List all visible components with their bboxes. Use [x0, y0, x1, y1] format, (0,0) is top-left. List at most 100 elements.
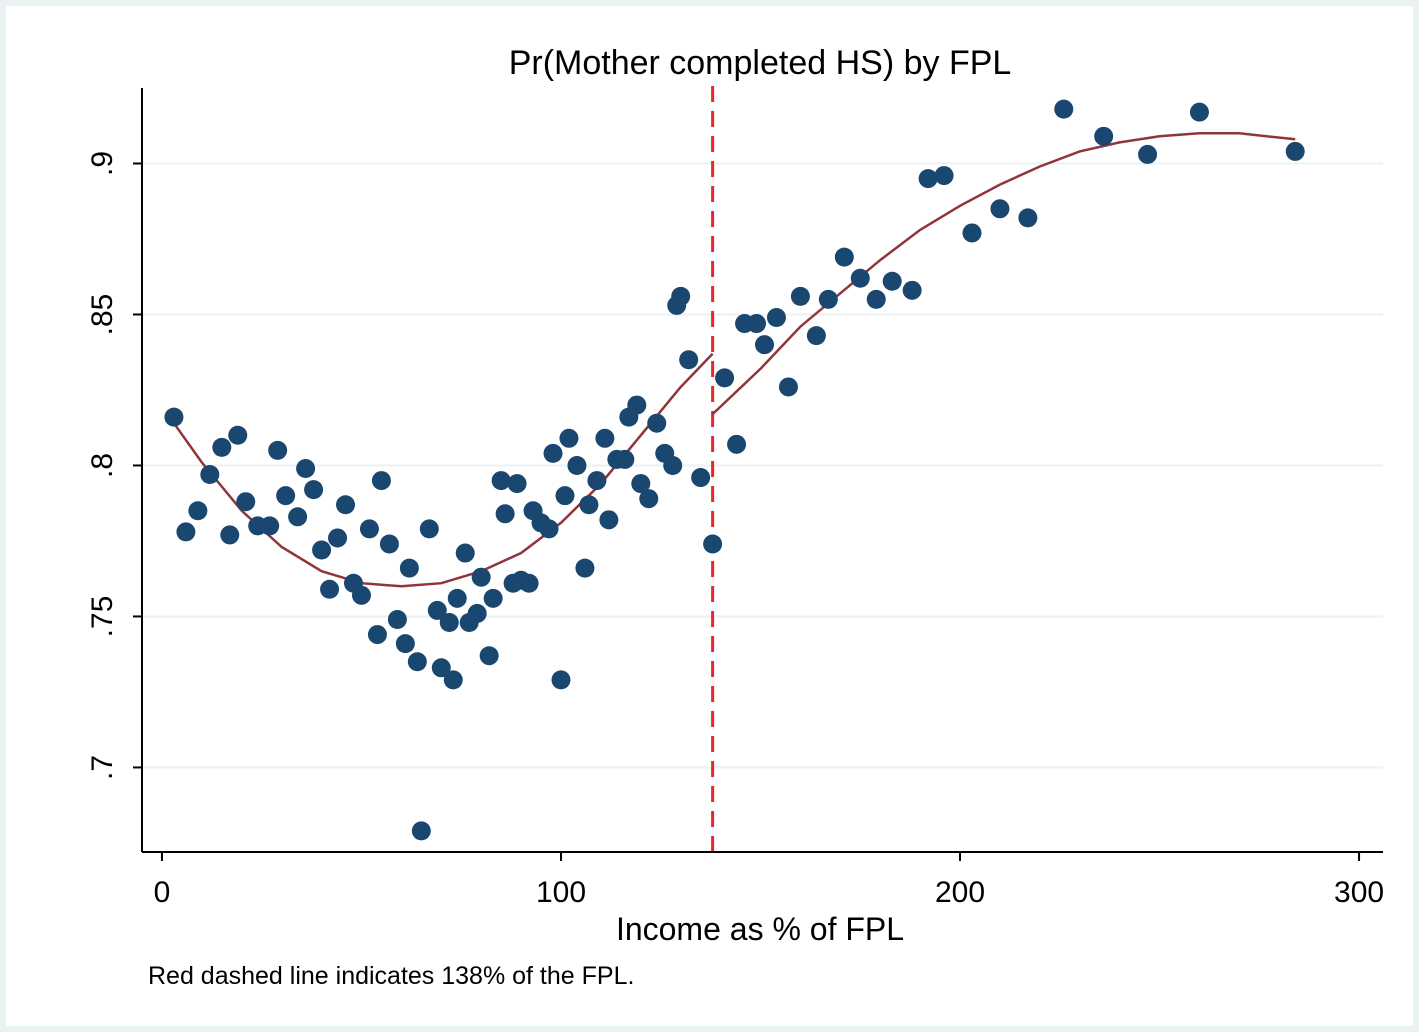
- data-point: [962, 223, 982, 243]
- data-point: [647, 413, 667, 433]
- data-point: [359, 519, 379, 539]
- data-point: [727, 434, 747, 454]
- data-point: [587, 471, 607, 491]
- x-tick-label: 0: [154, 876, 171, 909]
- data-point: [212, 437, 232, 457]
- data-point: [639, 489, 659, 509]
- data-point: [491, 471, 511, 491]
- data-point: [766, 308, 786, 328]
- y-tick-label: .85: [86, 294, 119, 336]
- fit-line-right: [711, 132, 1296, 416]
- data-point: [483, 588, 503, 608]
- data-point: [268, 440, 288, 460]
- data-point: [507, 474, 527, 494]
- data-point: [1054, 99, 1074, 119]
- data-point: [790, 286, 810, 306]
- y-tick-label: .8: [86, 453, 119, 478]
- data-point: [663, 455, 683, 475]
- data-point: [703, 534, 723, 554]
- chart-frame: Pr(Mother completed HS) by FPL 0 100 200 30…: [6, 6, 1413, 1026]
- data-point: [519, 573, 539, 593]
- data-point: [818, 289, 838, 309]
- data-point: [595, 428, 615, 448]
- fit-lines: [172, 132, 1296, 588]
- data-point: [579, 495, 599, 515]
- data-point: [439, 612, 459, 632]
- data-point: [427, 600, 447, 620]
- data-point: [671, 286, 691, 306]
- data-point: [367, 625, 387, 645]
- y-tick-label: .75: [86, 596, 119, 638]
- data-point: [599, 510, 619, 530]
- data-point: [276, 486, 296, 506]
- data-point: [575, 558, 595, 578]
- data-point: [555, 486, 575, 506]
- data-point: [220, 525, 240, 545]
- gridlines: [142, 162, 1383, 769]
- data-point: [715, 368, 735, 388]
- data-point: [747, 314, 767, 334]
- data-point: [627, 395, 647, 415]
- data-point: [260, 516, 280, 536]
- data-point: [200, 465, 220, 485]
- chart-title: Pr(Mother completed HS) by FPL: [509, 44, 1012, 82]
- data-point: [866, 289, 886, 309]
- data-point: [351, 585, 371, 605]
- data-point: [1138, 144, 1158, 164]
- x-tick-labels: 0 100 200 300: [154, 876, 1384, 909]
- data-point: [379, 534, 399, 554]
- data-point: [455, 543, 475, 563]
- data-point: [296, 458, 316, 478]
- data-point: [288, 507, 308, 527]
- data-point: [387, 609, 407, 629]
- fit-line-left: [172, 352, 714, 588]
- data-point: [850, 268, 870, 288]
- data-point: [806, 326, 826, 346]
- data-point: [419, 519, 439, 539]
- data-point: [479, 646, 499, 666]
- data-point: [236, 492, 256, 512]
- data-point: [1285, 141, 1305, 161]
- data-point: [399, 558, 419, 578]
- y-tick-label: .7: [86, 755, 119, 780]
- data-point: [631, 474, 651, 494]
- y-tick-label: .9: [86, 151, 119, 176]
- data-point: [1189, 102, 1209, 122]
- scatter-chart: Pr(Mother completed HS) by FPL 0 100 200 30…: [86, 44, 1384, 990]
- data-point: [411, 821, 431, 841]
- data-point: [431, 658, 451, 678]
- data-point: [1094, 126, 1114, 146]
- chart-note: Red dashed line indicates 138% of the FP…: [148, 962, 634, 990]
- data-point: [395, 634, 415, 654]
- data-point: [495, 504, 515, 524]
- x-tick-label: 100: [536, 876, 586, 909]
- data-point: [320, 579, 340, 599]
- data-point: [539, 519, 559, 539]
- data-point: [312, 540, 332, 560]
- data-point: [228, 425, 248, 445]
- data-point: [882, 271, 902, 291]
- data-point: [778, 377, 798, 397]
- x-tick-label: 200: [935, 876, 985, 909]
- data-point: [567, 455, 587, 475]
- data-point: [471, 567, 491, 587]
- data-point: [834, 247, 854, 267]
- data-point: [754, 335, 774, 355]
- x-tick-label: 300: [1334, 876, 1384, 909]
- data-point: [1018, 208, 1038, 228]
- data-point: [902, 280, 922, 300]
- y-tick-labels: .7 .75 .8 .85 .9: [86, 151, 119, 780]
- data-point: [990, 199, 1010, 219]
- data-point: [407, 652, 427, 672]
- data-point: [328, 528, 348, 548]
- data-point: [447, 588, 467, 608]
- data-point: [679, 350, 699, 370]
- data-point: [934, 166, 954, 186]
- data-point: [559, 428, 579, 448]
- data-point: [691, 468, 711, 488]
- x-axis-title: Income as % of FPL: [616, 911, 904, 947]
- axes: [133, 88, 1383, 861]
- data-point: [467, 603, 487, 623]
- data-point: [188, 501, 208, 521]
- data-point: [615, 449, 635, 469]
